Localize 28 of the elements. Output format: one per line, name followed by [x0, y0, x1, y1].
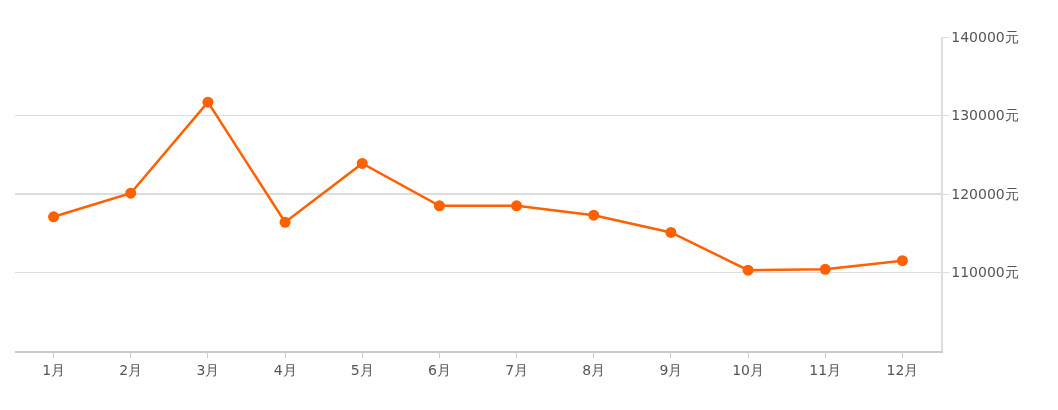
y-tick-label: 120000元 — [951, 185, 1019, 202]
x-tick-label: 5月 — [350, 361, 374, 378]
point — [819, 263, 831, 275]
point — [896, 255, 908, 267]
x-tick-label: 2月 — [119, 361, 143, 378]
x-tick-label: 10月 — [732, 361, 764, 378]
x-tick-label: 12月 — [886, 361, 919, 378]
point — [511, 200, 523, 212]
point — [433, 200, 445, 212]
point — [279, 216, 291, 228]
y-tick-label: 110000元 — [951, 264, 1019, 281]
x-tick-label: 4月 — [273, 361, 297, 378]
point — [665, 226, 677, 238]
x-tick-label: 9月 — [659, 361, 683, 378]
x-tick-label: 7月 — [505, 361, 529, 378]
point — [202, 96, 214, 108]
point — [356, 157, 368, 169]
y-tick-label: 140000元 — [951, 28, 1019, 45]
point — [125, 187, 137, 199]
x-tick-label: 1月 — [42, 361, 66, 378]
point — [742, 264, 754, 276]
point — [48, 211, 60, 223]
x-tick-label: 8月 — [582, 361, 606, 378]
x-tick-label: 11月 — [809, 361, 842, 378]
x-tick-label: 6月 — [427, 361, 451, 378]
x-tick-label: 3月 — [196, 361, 220, 378]
point — [588, 209, 600, 221]
y-tick-label: 130000元 — [951, 107, 1019, 124]
